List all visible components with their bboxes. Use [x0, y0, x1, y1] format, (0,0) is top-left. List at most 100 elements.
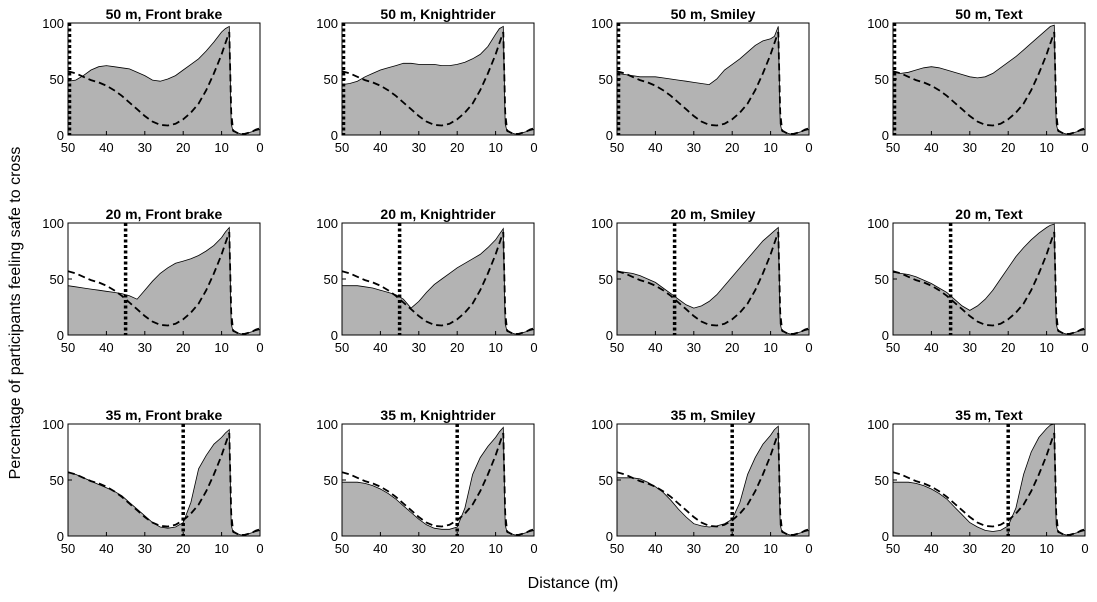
x-tick-label: 20: [725, 340, 739, 355]
reference-dashed-line: [342, 432, 534, 536]
y-tick-label: 0: [57, 128, 64, 143]
y-tick-label: 0: [882, 529, 889, 544]
x-tick-label: 0: [1081, 541, 1088, 556]
x-tick-label: 40: [373, 340, 387, 355]
x-tick-label: 50: [610, 140, 624, 155]
panel-plot-area: [617, 23, 809, 135]
x-tick-label: 0: [256, 140, 263, 155]
x-tick-label: 10: [488, 140, 502, 155]
panel-plot-area: [68, 23, 260, 135]
panel-title: 35 m, Text: [955, 407, 1023, 423]
x-tick-label: 10: [214, 340, 228, 355]
y-tick-label: 100: [867, 216, 889, 231]
y-tick-label: 100: [42, 16, 64, 31]
panel-plot-area: [617, 424, 809, 536]
x-tick-label: 30: [687, 140, 701, 155]
reference-dashed-line: [893, 432, 1085, 536]
x-tick-label: 20: [450, 340, 464, 355]
reference-dashed-line: [68, 432, 260, 536]
y-tick-label: 50: [599, 72, 613, 87]
x-tick-label: 20: [725, 541, 739, 556]
x-tick-label: 40: [99, 340, 113, 355]
x-tick-label: 0: [805, 340, 812, 355]
x-tick-label: 50: [610, 340, 624, 355]
panel-title: 50 m, Front brake: [106, 6, 223, 22]
y-tick-label: 100: [591, 16, 613, 31]
x-tick-label: 50: [886, 340, 900, 355]
panel-title: 35 m, Smiley: [671, 407, 756, 423]
y-tick-label: 0: [606, 128, 613, 143]
panel-title: 20 m, Text: [955, 206, 1023, 222]
x-tick-label: 40: [99, 541, 113, 556]
x-tick-label: 20: [176, 140, 190, 155]
x-tick-label: 20: [725, 140, 739, 155]
x-tick-label: 10: [488, 541, 502, 556]
x-tick-label: 10: [763, 140, 777, 155]
panel-plot-area: [342, 23, 534, 135]
y-tick-label: 100: [591, 216, 613, 231]
x-tick-label: 40: [924, 140, 938, 155]
x-tick-label: 10: [214, 541, 228, 556]
reference-dashed-line: [617, 231, 809, 335]
x-tick-label: 10: [763, 541, 777, 556]
x-tick-label: 20: [176, 541, 190, 556]
y-tick-label: 0: [331, 529, 338, 544]
panel-title: 50 m, Text: [955, 6, 1023, 22]
x-tick-label: 20: [1001, 340, 1015, 355]
reference-dashed-line: [68, 231, 260, 335]
x-tick-label: 50: [886, 140, 900, 155]
panel-title: 50 m, Knightrider: [380, 6, 496, 22]
y-tick-label: 100: [867, 417, 889, 432]
x-tick-label: 30: [412, 340, 426, 355]
x-tick-label: 30: [138, 140, 152, 155]
x-tick-label: 0: [530, 140, 537, 155]
y-tick-label: 100: [867, 16, 889, 31]
x-axis-title: Distance (m): [528, 575, 619, 592]
x-tick-label: 50: [610, 541, 624, 556]
y-tick-label: 0: [331, 128, 338, 143]
y-tick-label: 50: [50, 272, 64, 287]
reference-dashed-line: [617, 432, 809, 536]
x-tick-label: 40: [924, 340, 938, 355]
panel-plot-area: [617, 223, 809, 335]
x-tick-label: 0: [256, 541, 263, 556]
y-tick-label: 0: [882, 128, 889, 143]
y-tick-label: 50: [324, 272, 338, 287]
x-tick-label: 0: [1081, 140, 1088, 155]
panel-title: 20 m, Front brake: [106, 206, 223, 222]
panel-plot-area: [342, 223, 534, 335]
y-tick-label: 0: [606, 529, 613, 544]
x-tick-label: 20: [450, 140, 464, 155]
x-tick-label: 40: [373, 541, 387, 556]
x-tick-label: 50: [335, 340, 349, 355]
y-tick-label: 100: [316, 417, 338, 432]
x-tick-label: 40: [924, 541, 938, 556]
y-tick-label: 100: [42, 417, 64, 432]
reference-dashed-line: [893, 31, 1085, 135]
panel-plot-area: [893, 424, 1085, 536]
x-tick-label: 50: [61, 340, 75, 355]
reference-dashed-line: [68, 31, 260, 135]
x-tick-label: 10: [214, 140, 228, 155]
x-tick-label: 40: [99, 140, 113, 155]
x-tick-label: 10: [1039, 541, 1053, 556]
y-tick-label: 100: [316, 16, 338, 31]
x-tick-label: 10: [763, 340, 777, 355]
reference-dashed-line: [342, 31, 534, 135]
y-tick-label: 50: [50, 72, 64, 87]
y-tick-label: 0: [57, 529, 64, 544]
x-tick-label: 50: [61, 541, 75, 556]
x-tick-label: 40: [648, 541, 662, 556]
x-tick-label: 20: [1001, 140, 1015, 155]
y-tick-label: 50: [875, 72, 889, 87]
panel-title: 50 m, Smiley: [671, 6, 756, 22]
